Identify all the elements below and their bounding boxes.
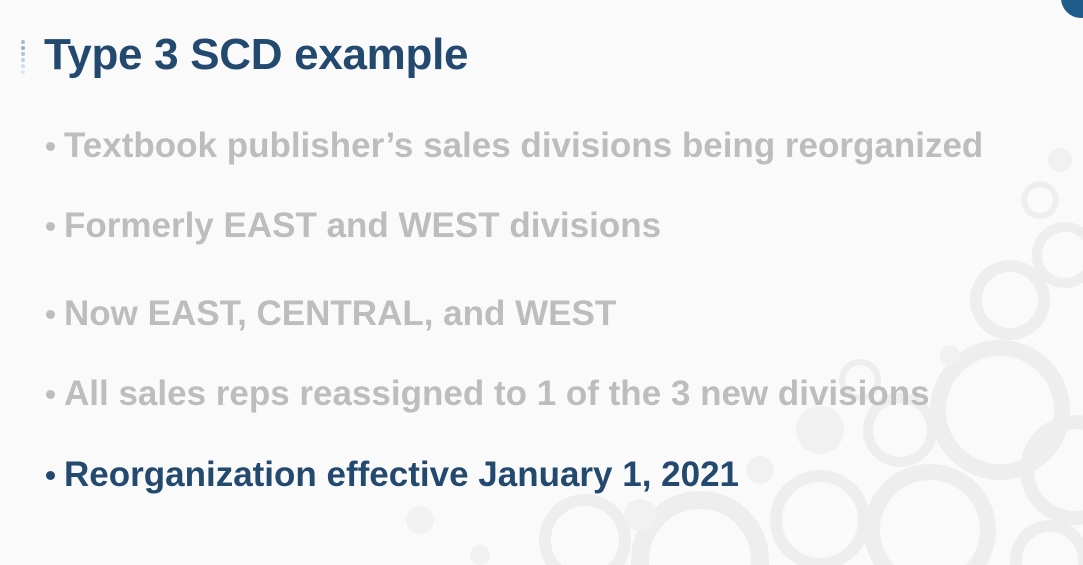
corner-accent-circle (1061, 0, 1083, 18)
bullet-text: All sales reps reassigned to 1 of the 3 … (64, 374, 930, 413)
bullet-item: Now EAST, CENTRAL, and WEST (44, 294, 616, 334)
bullet-dot-icon (46, 389, 55, 399)
bullet-dot-icon (46, 221, 55, 231)
slide-title: Type 3 SCD example (44, 30, 469, 79)
bullet-text: Textbook publisher’s sales divisions bei… (64, 126, 984, 165)
bullet-dot-icon (46, 470, 55, 480)
bullet-text: Reorganization effective January 1, 2021 (64, 455, 739, 494)
bullet-text: Now EAST, CENTRAL, and WEST (64, 294, 617, 333)
bullet-dot-icon (46, 141, 55, 151)
bullet-item: Formerly EAST and WEST divisions (44, 206, 661, 246)
bullet-dot-icon (46, 309, 55, 319)
bullet-item: Textbook publisher’s sales divisions bei… (44, 126, 983, 166)
bullet-item-active: Reorganization effective January 1, 2021 (44, 455, 739, 495)
title-dot-marker (20, 40, 26, 80)
bullet-item: All sales reps reassigned to 1 of the 3 … (44, 374, 930, 414)
bullet-text: Formerly EAST and WEST divisions (64, 206, 662, 245)
